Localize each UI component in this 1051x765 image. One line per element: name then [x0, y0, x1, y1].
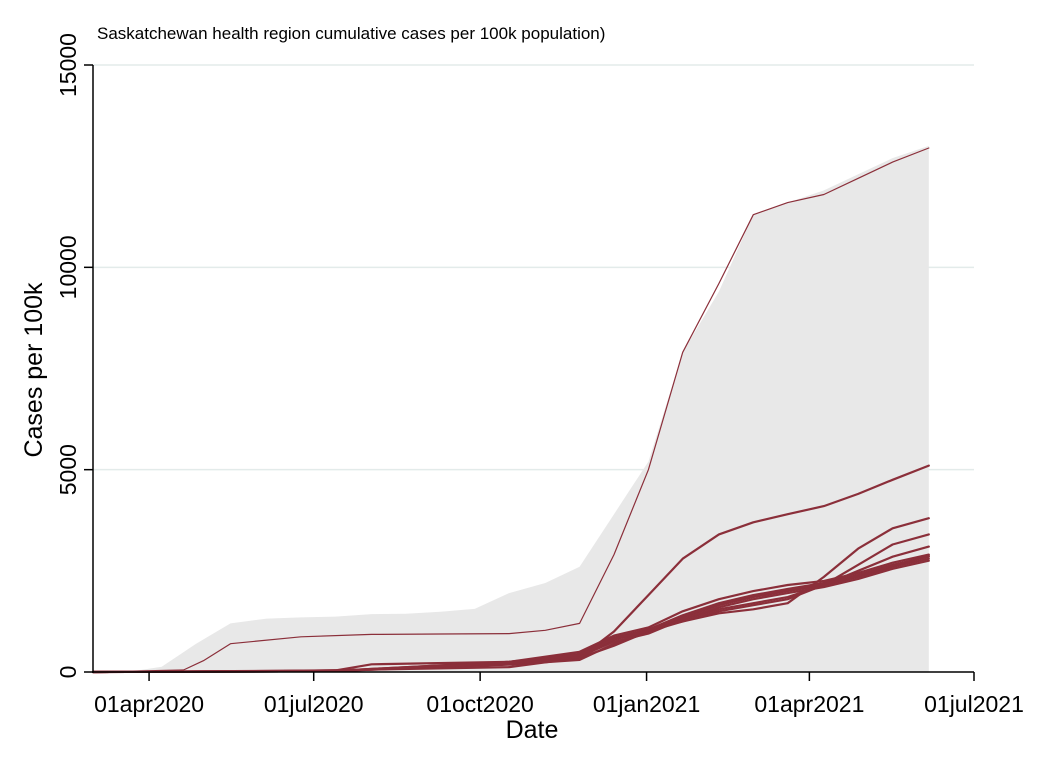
series-line-1 [92, 147, 930, 673]
series-line-2 [91, 464, 930, 674]
y-tick-label-2: 10000 [55, 235, 81, 299]
x-tick-label-3: 01jan2021 [593, 691, 700, 717]
y-ticks: 0 5000 10000 15000 [55, 33, 93, 678]
range-band [93, 145, 929, 672]
series-line-9 [91, 559, 930, 674]
x-axis-label: Date [506, 716, 559, 744]
x-tick-label-1: 01jul2020 [264, 691, 364, 717]
chart-title: Saskatchewan health region cumulative ca… [97, 24, 605, 43]
series-lines [91, 147, 930, 674]
y-tick-label-1: 5000 [55, 444, 81, 495]
axes [92, 65, 974, 673]
y-axis-label: Cases per 100k [20, 282, 48, 458]
x-ticks: 01apr2020 01jul2020 01oct2020 01jan2021 01ap… [94, 672, 1024, 717]
x-tick-label-2: 01oct2020 [426, 691, 533, 717]
x-tick-label-4: 01apr2021 [754, 691, 864, 717]
series-line-10 [91, 554, 930, 674]
x-tick-label-5: 01jul2021 [924, 691, 1024, 717]
range-band-area [93, 145, 929, 672]
x-tick-label-0: 01apr2020 [94, 691, 204, 717]
y-tick-label-0: 0 [55, 666, 81, 679]
y-tick-label-3: 15000 [55, 33, 81, 97]
